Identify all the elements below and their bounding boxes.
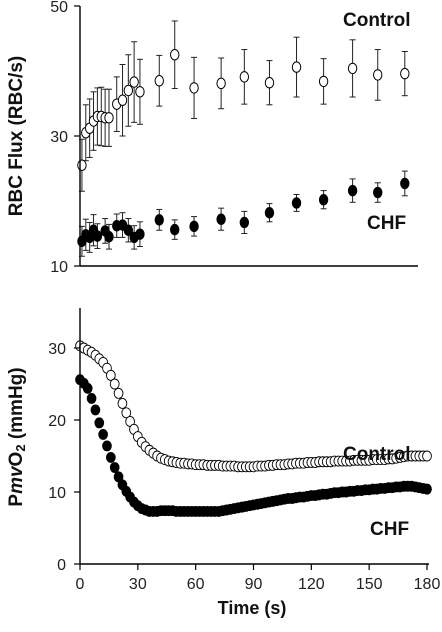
rbc-flux-y-axis-label: RBC Flux (RBC/s) (6, 56, 27, 216)
pmvo2-control-point (117, 397, 128, 409)
rbc-flux-marks (77, 20, 410, 257)
rbc-flux-control-point (135, 86, 145, 98)
rbc-flux-chf-point (373, 186, 383, 199)
pmvo2-y-tick-label: 10 (48, 485, 66, 502)
rbc-flux-chf-point (189, 220, 199, 233)
rbc-flux-chf-point (400, 177, 410, 190)
pmvo2-marks (75, 340, 432, 517)
rbc-flux-control-point (264, 77, 275, 89)
chf-series-label-top: CHF (367, 213, 406, 234)
pmvo2-panel: 0 10 20 30 0 30 60 90 120 150 180 PmvO2 (mmHg) Ti… (6, 308, 440, 618)
pmvo2-control-point (105, 369, 116, 381)
pmvo2-chf-point (105, 451, 116, 463)
rbc-flux-y-ticks: 10 30 50 (50, 0, 80, 276)
rbc-flux-control-point (216, 77, 226, 90)
rbc-flux-chf-point (216, 213, 226, 225)
rbc-flux-y-tick-label: 30 (50, 129, 68, 146)
pmvo2-control-point (422, 450, 432, 462)
rbc-flux-chf-point (347, 184, 358, 197)
pmvo2-chf-point (98, 428, 108, 440)
rbc-flux-chf-point (264, 207, 275, 219)
pmvo2-chf-point (102, 440, 112, 452)
rbc-flux-control-point (400, 67, 410, 80)
rbc-flux-panel: 10 30 50 RBC Flux (RBC/s) Control CHF (6, 0, 418, 276)
rbc-flux-chf-point (92, 230, 103, 242)
pmvo2-chf-point (82, 382, 93, 394)
rbc-flux-control-point (77, 159, 87, 171)
pmvo2-control-point (113, 387, 124, 399)
pmvo2-control-point (121, 407, 132, 419)
chf-series-label-bottom: CHF (370, 519, 409, 540)
pmvo2-chf-point (109, 462, 120, 473)
rbc-flux-control-point (170, 49, 180, 61)
pmvo2-x-tick-label: 60 (187, 576, 205, 593)
pmvo2-chf-point (422, 483, 432, 495)
pmvo2-x-tick-label: 90 (245, 576, 263, 593)
rbc-flux-chf-point (170, 223, 180, 236)
rbc-flux-control-point (189, 82, 199, 94)
pmvo2-x-tick-label: 30 (129, 576, 147, 593)
pmvo2-chf-point (86, 392, 97, 404)
rbc-flux-control-point (104, 112, 114, 124)
pmvo2-control-point (109, 378, 120, 390)
pmvo2-y-axis-label: PmvO2 (mmHg) (6, 367, 28, 506)
rbc-flux-chf-point (104, 231, 114, 243)
pmvo2-y-tick-label: 20 (48, 413, 66, 430)
rbc-flux-control-point (291, 61, 302, 73)
rbc-flux-chf-point (318, 194, 329, 206)
pmvo2-x-tick-label: 0 (76, 576, 85, 593)
pmvo2-chf-point (90, 404, 101, 416)
pmvo2-x-tick-label: 150 (356, 576, 383, 593)
pmvo2-chf-point (94, 417, 105, 429)
rbc-flux-y-tick-label: 10 (50, 259, 68, 276)
rbc-flux-chf-point (291, 197, 302, 209)
rbc-flux-control-point (318, 75, 329, 88)
rbc-flux-control-point (239, 71, 250, 83)
pmvo2-y-ticks: 0 10 20 30 (48, 341, 80, 574)
pmvo2-x-ticks: 0 30 60 90 120 150 180 (76, 564, 441, 593)
pmvo2-x-tick-label: 180 (414, 576, 441, 593)
rbc-flux-control-point (129, 76, 139, 88)
pmvo2-x-tick-label: 120 (298, 576, 325, 593)
rbc-flux-control-point (117, 94, 128, 106)
rbc-flux-chf-point (135, 228, 145, 240)
rbc-flux-y-tick-label: 50 (50, 0, 68, 16)
control-series-label-top: Control (343, 10, 411, 31)
rbc-flux-control-point (347, 62, 358, 75)
rbc-flux-control-point (123, 84, 134, 97)
rbc-flux-control-point (373, 69, 383, 81)
pmvo2-y-tick-label: 30 (48, 341, 66, 358)
rbc-flux-chf-point (239, 216, 250, 229)
time-x-axis-label: Time (s) (218, 598, 287, 618)
pmvo2-y-tick-label: 0 (57, 557, 66, 574)
rbc-flux-chf-point (154, 214, 164, 226)
rbc-flux-control-point (154, 75, 164, 87)
rbc-flux-chf-point (123, 224, 134, 236)
control-series-label-bottom: Control (343, 444, 411, 465)
